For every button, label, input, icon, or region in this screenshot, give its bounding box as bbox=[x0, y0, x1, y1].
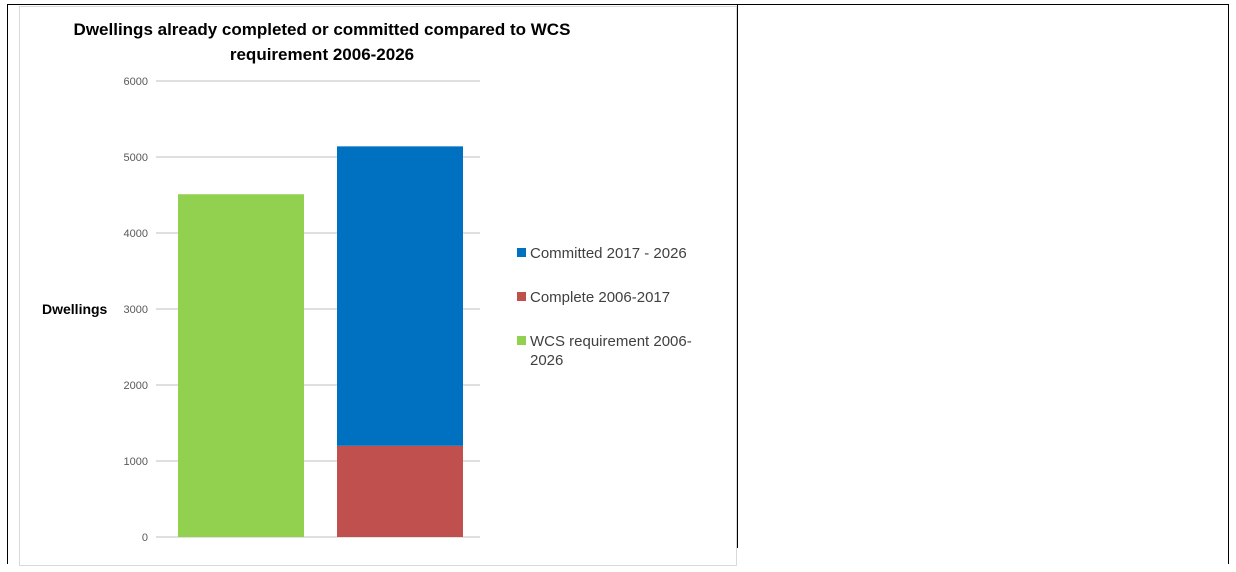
y-axis-label: Dwellings bbox=[42, 301, 108, 317]
document-table-frame bbox=[7, 4, 1229, 564]
dwellings-chart: Dwellings already completed or committed… bbox=[42, 20, 692, 544]
legend-swatch bbox=[517, 248, 526, 257]
y-tick-label: 0 bbox=[142, 532, 148, 544]
legend-swatch bbox=[517, 292, 526, 301]
y-tick-label: 3000 bbox=[124, 304, 148, 316]
y-tick-label: 4000 bbox=[124, 228, 148, 240]
bar-segment bbox=[337, 146, 463, 446]
table-cell-divider bbox=[737, 4, 738, 548]
legend-label: WCS requirement 2006- bbox=[530, 333, 692, 350]
legend: Committed 2017 - 2026 Complete 2006-2017 W… bbox=[517, 245, 692, 369]
chart-title-line-2: requirement 2006-2026 bbox=[230, 45, 414, 64]
chart-title-line-1: Dwellings already completed or committed… bbox=[74, 20, 571, 39]
y-axis-ticks: 0 1000 2000 3000 4000 5000 6000 bbox=[124, 76, 148, 544]
chart-frame: Dwellings already completed or committed… bbox=[19, 6, 737, 566]
bar-segment bbox=[178, 194, 304, 538]
legend-label: Committed 2017 - 2026 bbox=[530, 245, 687, 262]
y-tick-label: 5000 bbox=[124, 152, 148, 164]
legend-swatch bbox=[517, 336, 526, 345]
legend-label: Complete 2006-2017 bbox=[530, 289, 670, 306]
y-tick-label: 1000 bbox=[124, 456, 148, 468]
y-tick-label: 2000 bbox=[124, 380, 148, 392]
bars bbox=[178, 146, 463, 538]
y-tick-label: 6000 bbox=[124, 76, 148, 88]
legend-label: 2026 bbox=[530, 352, 563, 369]
bar-segment bbox=[337, 445, 463, 537]
